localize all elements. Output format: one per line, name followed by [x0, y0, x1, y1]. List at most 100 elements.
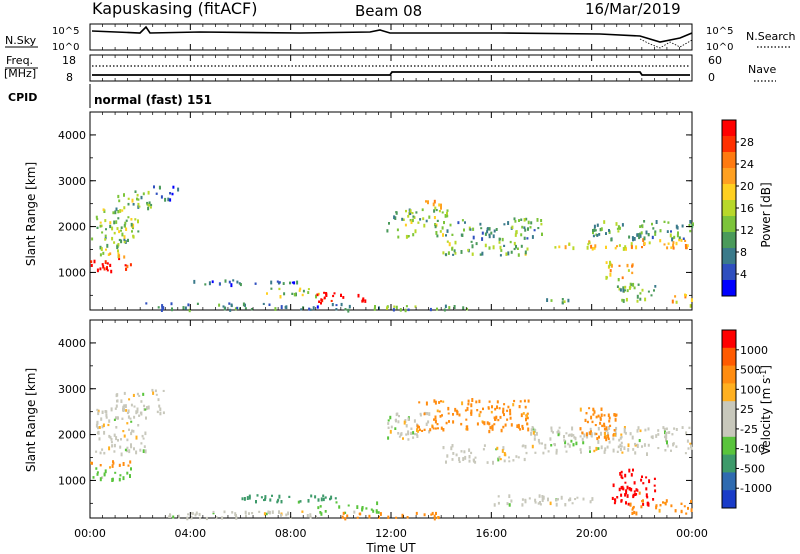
echo-cell — [458, 460, 461, 463]
echo-cluster — [193, 279, 299, 288]
echo-cell — [395, 516, 398, 519]
echo-cell — [639, 232, 642, 236]
n-search-trace — [639, 38, 693, 49]
echo-cell — [664, 449, 667, 452]
echo-cell — [115, 436, 118, 441]
echo-cell — [271, 510, 274, 514]
colorbar-segment — [722, 419, 736, 438]
echo-cell — [592, 229, 594, 232]
echo-cell — [132, 393, 135, 397]
echo-cell — [595, 446, 598, 451]
echo-cell — [597, 440, 600, 444]
echo-cell — [280, 500, 283, 504]
echo-cell — [317, 498, 320, 502]
echo-cell — [597, 414, 600, 418]
echo-cell — [464, 409, 467, 412]
echo-cell — [425, 200, 427, 203]
echo-cell — [641, 288, 644, 292]
echo-cell — [481, 231, 484, 235]
colorbar-tick-label: -100 — [740, 443, 765, 456]
echo-cell — [522, 412, 525, 415]
echo-cell — [493, 423, 496, 426]
echo-cell — [572, 434, 575, 437]
echo-cell — [671, 299, 674, 304]
echo-cell — [636, 444, 639, 448]
echo-cluster — [341, 511, 440, 521]
echo-cell — [295, 292, 297, 297]
echo-cell — [499, 458, 502, 461]
echo-cell — [604, 434, 607, 439]
echo-cell — [443, 221, 445, 225]
echo-cell — [598, 233, 601, 236]
echo-cell — [552, 431, 554, 434]
echo-cell — [479, 253, 482, 256]
colorbar-segment — [722, 280, 736, 297]
echo-cell — [103, 451, 106, 455]
echo-cell — [115, 393, 118, 398]
echo-cell — [394, 216, 397, 220]
echo-cell — [143, 445, 146, 448]
echo-cell — [610, 264, 613, 268]
echo-cell — [502, 446, 505, 450]
echo-cell — [596, 437, 599, 441]
echo-cell — [547, 450, 550, 453]
echo-cell — [97, 409, 100, 413]
echo-cell — [600, 407, 603, 411]
echo-cell — [347, 504, 350, 507]
echo-cell — [432, 427, 435, 430]
echo-cell — [523, 236, 526, 240]
echo-cell — [664, 435, 666, 439]
echo-cell — [99, 451, 102, 455]
echo-cell — [390, 425, 393, 429]
echo-cell — [99, 477, 102, 482]
echo-cell — [136, 407, 139, 412]
echo-cell — [244, 303, 246, 307]
echo-cell — [486, 421, 489, 425]
echo-cell — [274, 307, 277, 311]
echo-cell — [133, 415, 136, 419]
echo-cell — [619, 443, 622, 448]
colorbar-tick-label: 25 — [740, 403, 754, 416]
echo-cell — [605, 426, 608, 431]
echo-cell — [527, 427, 530, 432]
echo-cell — [255, 500, 257, 504]
echo-cell — [644, 297, 647, 302]
echo-cell — [405, 433, 408, 436]
echo-cell — [142, 449, 145, 453]
echo-cell — [156, 410, 159, 414]
echo-cell — [316, 305, 319, 309]
echo-cell — [589, 450, 591, 453]
echo-cell — [609, 261, 612, 266]
echo-cluster — [605, 260, 634, 282]
echo-cell — [676, 226, 679, 230]
echo-cell — [568, 444, 571, 448]
echo-cell — [535, 431, 538, 436]
echo-cell — [642, 238, 645, 242]
echo-cell — [472, 227, 475, 231]
echo-cell — [159, 407, 162, 411]
echo-cell — [541, 442, 543, 445]
echo-cell — [118, 254, 121, 258]
echo-cell — [442, 233, 444, 237]
echo-cell — [639, 297, 642, 301]
echo-cell — [118, 257, 121, 261]
echo-cell — [507, 221, 510, 225]
echo-cell — [603, 414, 606, 417]
echo-cell — [615, 426, 618, 431]
echo-cell — [634, 451, 637, 455]
echo-cell — [525, 417, 527, 422]
echo-cell — [263, 512, 266, 516]
y-tick-label: 3000 — [58, 383, 86, 396]
echo-cell — [593, 449, 596, 453]
echo-cell — [610, 238, 613, 242]
echo-cell — [433, 399, 436, 403]
echo-cell — [112, 460, 114, 463]
echo-cell — [132, 223, 135, 228]
echo-cell — [564, 245, 567, 250]
echo-cell — [624, 431, 627, 435]
echo-cell — [509, 408, 512, 413]
echo-cell — [471, 398, 474, 402]
echo-cell — [592, 234, 595, 238]
echo-cell — [106, 262, 109, 265]
echo-cell — [437, 516, 440, 520]
